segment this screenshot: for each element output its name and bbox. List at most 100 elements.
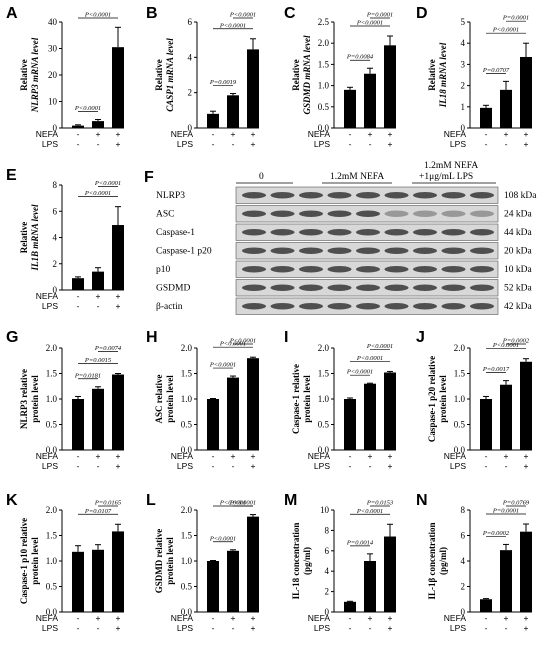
bar — [247, 516, 259, 612]
chart-panel-L: L 0.0 0.5 1.0 1.5 2.0 GSDMD relativeprotein le… — [146, 492, 259, 633]
lps-sign: - — [232, 139, 235, 149]
y-tick-label: 1.0 — [181, 556, 193, 566]
y-axis-label: GSDMD relativeprotein level — [154, 529, 175, 594]
y-tick-label: 6 — [188, 17, 193, 27]
nefa-sign: - — [77, 291, 80, 301]
nefa-sign: + — [388, 129, 393, 139]
p-value-label: P=0.0015 — [84, 357, 112, 364]
wb-band — [413, 210, 437, 217]
y-axis-label: NLRP3 relativeprotein level — [19, 369, 40, 429]
nefa-sign: + — [251, 129, 256, 139]
y-tick-label: 20 — [48, 70, 58, 80]
y-tick-label: 1.5 — [46, 531, 58, 541]
nefa-sign: - — [485, 451, 488, 461]
chart-panel-H: H 0.0 0.5 1.0 1.5 2.0 ASC relativeprotein leve… — [146, 329, 259, 471]
lps-sign: - — [212, 623, 215, 633]
y-tick-label: 0 — [461, 123, 466, 133]
nefa-sign: + — [388, 613, 393, 623]
y-axis-label: IL-18 concentration(pg/ml) — [291, 523, 312, 600]
wb-group-nefa: 1.2mM NEFA — [330, 172, 384, 182]
p-value-label: P<0.0001 — [492, 342, 519, 349]
y-tick-label: 2.0 — [454, 343, 466, 353]
y-tick-label: 0.0 — [46, 607, 58, 617]
chart-panel-M: M 0 2 4 6 8 10 IL-18 concentration(pg/ml) P=0.00… — [284, 492, 396, 633]
bar — [500, 384, 512, 450]
wb-protein-label: Caspase-1 p20 — [156, 247, 212, 257]
lps-label: LPS — [42, 461, 58, 471]
lps-label: LPS — [314, 139, 330, 149]
lps-sign: - — [369, 623, 372, 633]
p-value-label: P<0.0001 — [219, 22, 246, 29]
lps-sign: - — [77, 139, 80, 149]
y-axis-label: RelativeGSDMD mRNA level — [291, 35, 312, 115]
lps-label: LPS — [314, 461, 330, 471]
y-tick-label: 2.0 — [318, 343, 330, 353]
lps-sign: - — [369, 139, 372, 149]
chart-panel-K: K 0.0 0.5 1.0 1.5 2.0 Caspase-1 p10 relativepr… — [6, 492, 124, 633]
y-axis-label-line: IL-1β concentration — [427, 523, 437, 600]
bar — [92, 271, 104, 290]
wb-band — [242, 210, 266, 217]
p-value-label: P<0.0001 — [356, 19, 383, 26]
y-tick-label: 2 — [461, 81, 466, 91]
wb-band — [441, 210, 466, 217]
chart-panel-D: D 0 1 2 3 4 5 RelativeIL18 mRNA level P=0.0707 P<… — [416, 5, 532, 149]
y-axis-label-line: NLRP3 relative — [19, 369, 29, 429]
y-axis-label-line: Relative — [19, 59, 29, 91]
wb-band — [413, 284, 437, 291]
lps-label: LPS — [177, 461, 193, 471]
wb-band — [470, 229, 494, 236]
wb-band — [299, 303, 323, 310]
lps-sign: - — [77, 623, 80, 633]
nefa-label: NEFA — [308, 613, 331, 623]
y-axis-label-line: IL18 mRNA level — [438, 42, 448, 108]
wb-row-asc: ASC 24 kDa — [156, 205, 532, 223]
lps-label: LPS — [42, 301, 58, 311]
chart-panel-J: J 0.0 0.5 1.0 1.5 2.0 Caspase-1 p20 relativepr… — [416, 329, 532, 471]
y-tick-label: 5 — [461, 17, 466, 27]
y-tick-label: 2.0 — [318, 38, 330, 48]
bar — [344, 601, 356, 612]
nefa-sign: + — [504, 129, 509, 139]
nefa-sign: + — [96, 613, 101, 623]
y-tick-label: 1.5 — [318, 369, 330, 379]
lps-sign: + — [251, 461, 256, 471]
y-axis-label: Caspase-1 relativeprotein level — [291, 364, 312, 434]
p-value-label: P<0.0001 — [219, 341, 246, 348]
y-tick-label: 0.0 — [454, 445, 466, 455]
y-axis-label-line: Relative — [19, 222, 29, 254]
wb-band — [384, 210, 409, 217]
y-axis-label-line: ASC relative — [154, 374, 164, 423]
bar — [344, 89, 356, 128]
wb-band — [327, 192, 352, 199]
lps-sign: - — [232, 461, 235, 471]
wb-band — [384, 247, 409, 254]
p-value-label: P<0.0001 — [366, 343, 393, 350]
lps-sign: + — [116, 623, 121, 633]
wb-band — [356, 284, 380, 291]
wb-band — [327, 210, 352, 217]
panel-label: B — [146, 5, 158, 22]
y-tick-label: 0 — [53, 123, 58, 133]
p-value-label: P=0.0769 — [502, 500, 530, 507]
wb-row-nlrp3: NLRP3 108 kDa — [156, 186, 537, 204]
y-tick-label: 4 — [461, 556, 466, 566]
bar — [92, 388, 104, 450]
wb-band — [441, 303, 466, 310]
y-tick-label: 1.5 — [454, 369, 466, 379]
nefa-sign: + — [116, 129, 121, 139]
p-value-label: P<0.0001 — [492, 27, 519, 34]
y-axis-label: RelativeCASP1 mRNA level — [154, 38, 175, 112]
lps-sign: - — [349, 623, 352, 633]
wb-band — [413, 266, 437, 273]
lps-sign: - — [77, 461, 80, 471]
wb-protein-label: Caspase-1 — [156, 228, 195, 238]
nefa-sign: + — [116, 451, 121, 461]
bar — [344, 399, 356, 450]
wb-band — [384, 266, 409, 273]
wb-size-label: 20 kDa — [504, 247, 532, 257]
y-tick-label: 0 — [325, 607, 330, 617]
chart-panel-N: N 0 2 4 6 8 IL-1β concentration(pg/ml) P=0.0002… — [416, 492, 532, 633]
y-tick-label: 2 — [325, 587, 330, 597]
nefa-sign: + — [524, 613, 529, 623]
